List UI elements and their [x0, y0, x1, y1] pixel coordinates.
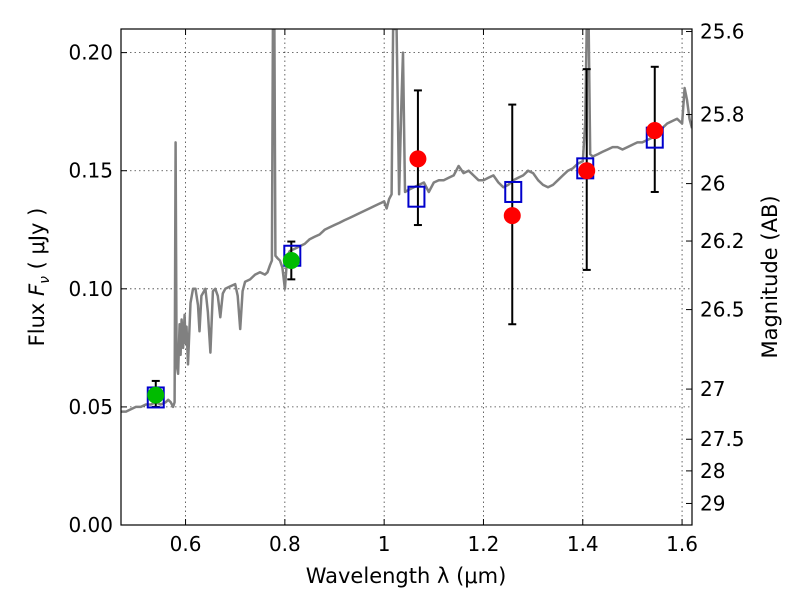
model-photometry-square: [407, 185, 426, 208]
x-tick-label: 1.4: [567, 532, 599, 556]
y2-tick-label: 26.5: [700, 298, 745, 322]
x-tick-label: 0.6: [170, 532, 202, 556]
x-axis: 0.6 0.8 1 1.2 1.4 1.6: [170, 29, 698, 556]
y2-tick-label: 28: [700, 459, 725, 483]
y2-tick-label: 26.2: [700, 229, 745, 253]
y2-tick-label: 27: [700, 377, 725, 401]
y-tick-label: 0.00: [68, 513, 113, 537]
observed-photometry-point: [282, 251, 300, 269]
y2-tick-label: 26: [700, 172, 725, 196]
y-axis-title: Flux Fν ( μJy ): [25, 208, 53, 347]
x-tick-label: 1.2: [468, 532, 500, 556]
model-photometry-square: [504, 180, 523, 203]
observed-photometry-point: [147, 386, 165, 404]
x-tick-label: 1.6: [666, 532, 698, 556]
y-tick-label: 0.20: [68, 41, 113, 65]
y2-axis-title: Magnitude (AB): [758, 195, 782, 358]
observed-photometry-point: [503, 207, 521, 225]
observed-photometry-point: [578, 162, 596, 180]
y2-axis: 25.6 25.8 26 26.2 26.5 27 27.5 28 29: [686, 20, 745, 515]
marker-layer: [146, 65, 664, 409]
y2-tick-label: 27.5: [700, 427, 745, 451]
x-axis-title: Wavelength λ (μm): [306, 564, 507, 588]
spectrum-layer: [121, 29, 692, 413]
x-tick-label: 0.8: [269, 532, 301, 556]
observed-photometry-point: [646, 122, 664, 140]
y2-tick-label: 25.6: [700, 20, 745, 44]
y-tick-label: 0.10: [68, 277, 113, 301]
grid: [121, 29, 692, 526]
spectrum-line: [121, 29, 692, 413]
y2-tick-label: 29: [700, 491, 725, 515]
y-tick-label: 0.15: [68, 159, 113, 183]
y-axis: 0.00 0.05 0.10 0.15 0.20: [68, 41, 127, 537]
plot-frame: [120, 28, 693, 526]
x-tick-label: 1: [378, 532, 391, 556]
y2-tick-label: 25.8: [700, 103, 745, 127]
observed-photometry-point: [409, 150, 427, 168]
y-tick-label: 0.05: [68, 395, 113, 419]
